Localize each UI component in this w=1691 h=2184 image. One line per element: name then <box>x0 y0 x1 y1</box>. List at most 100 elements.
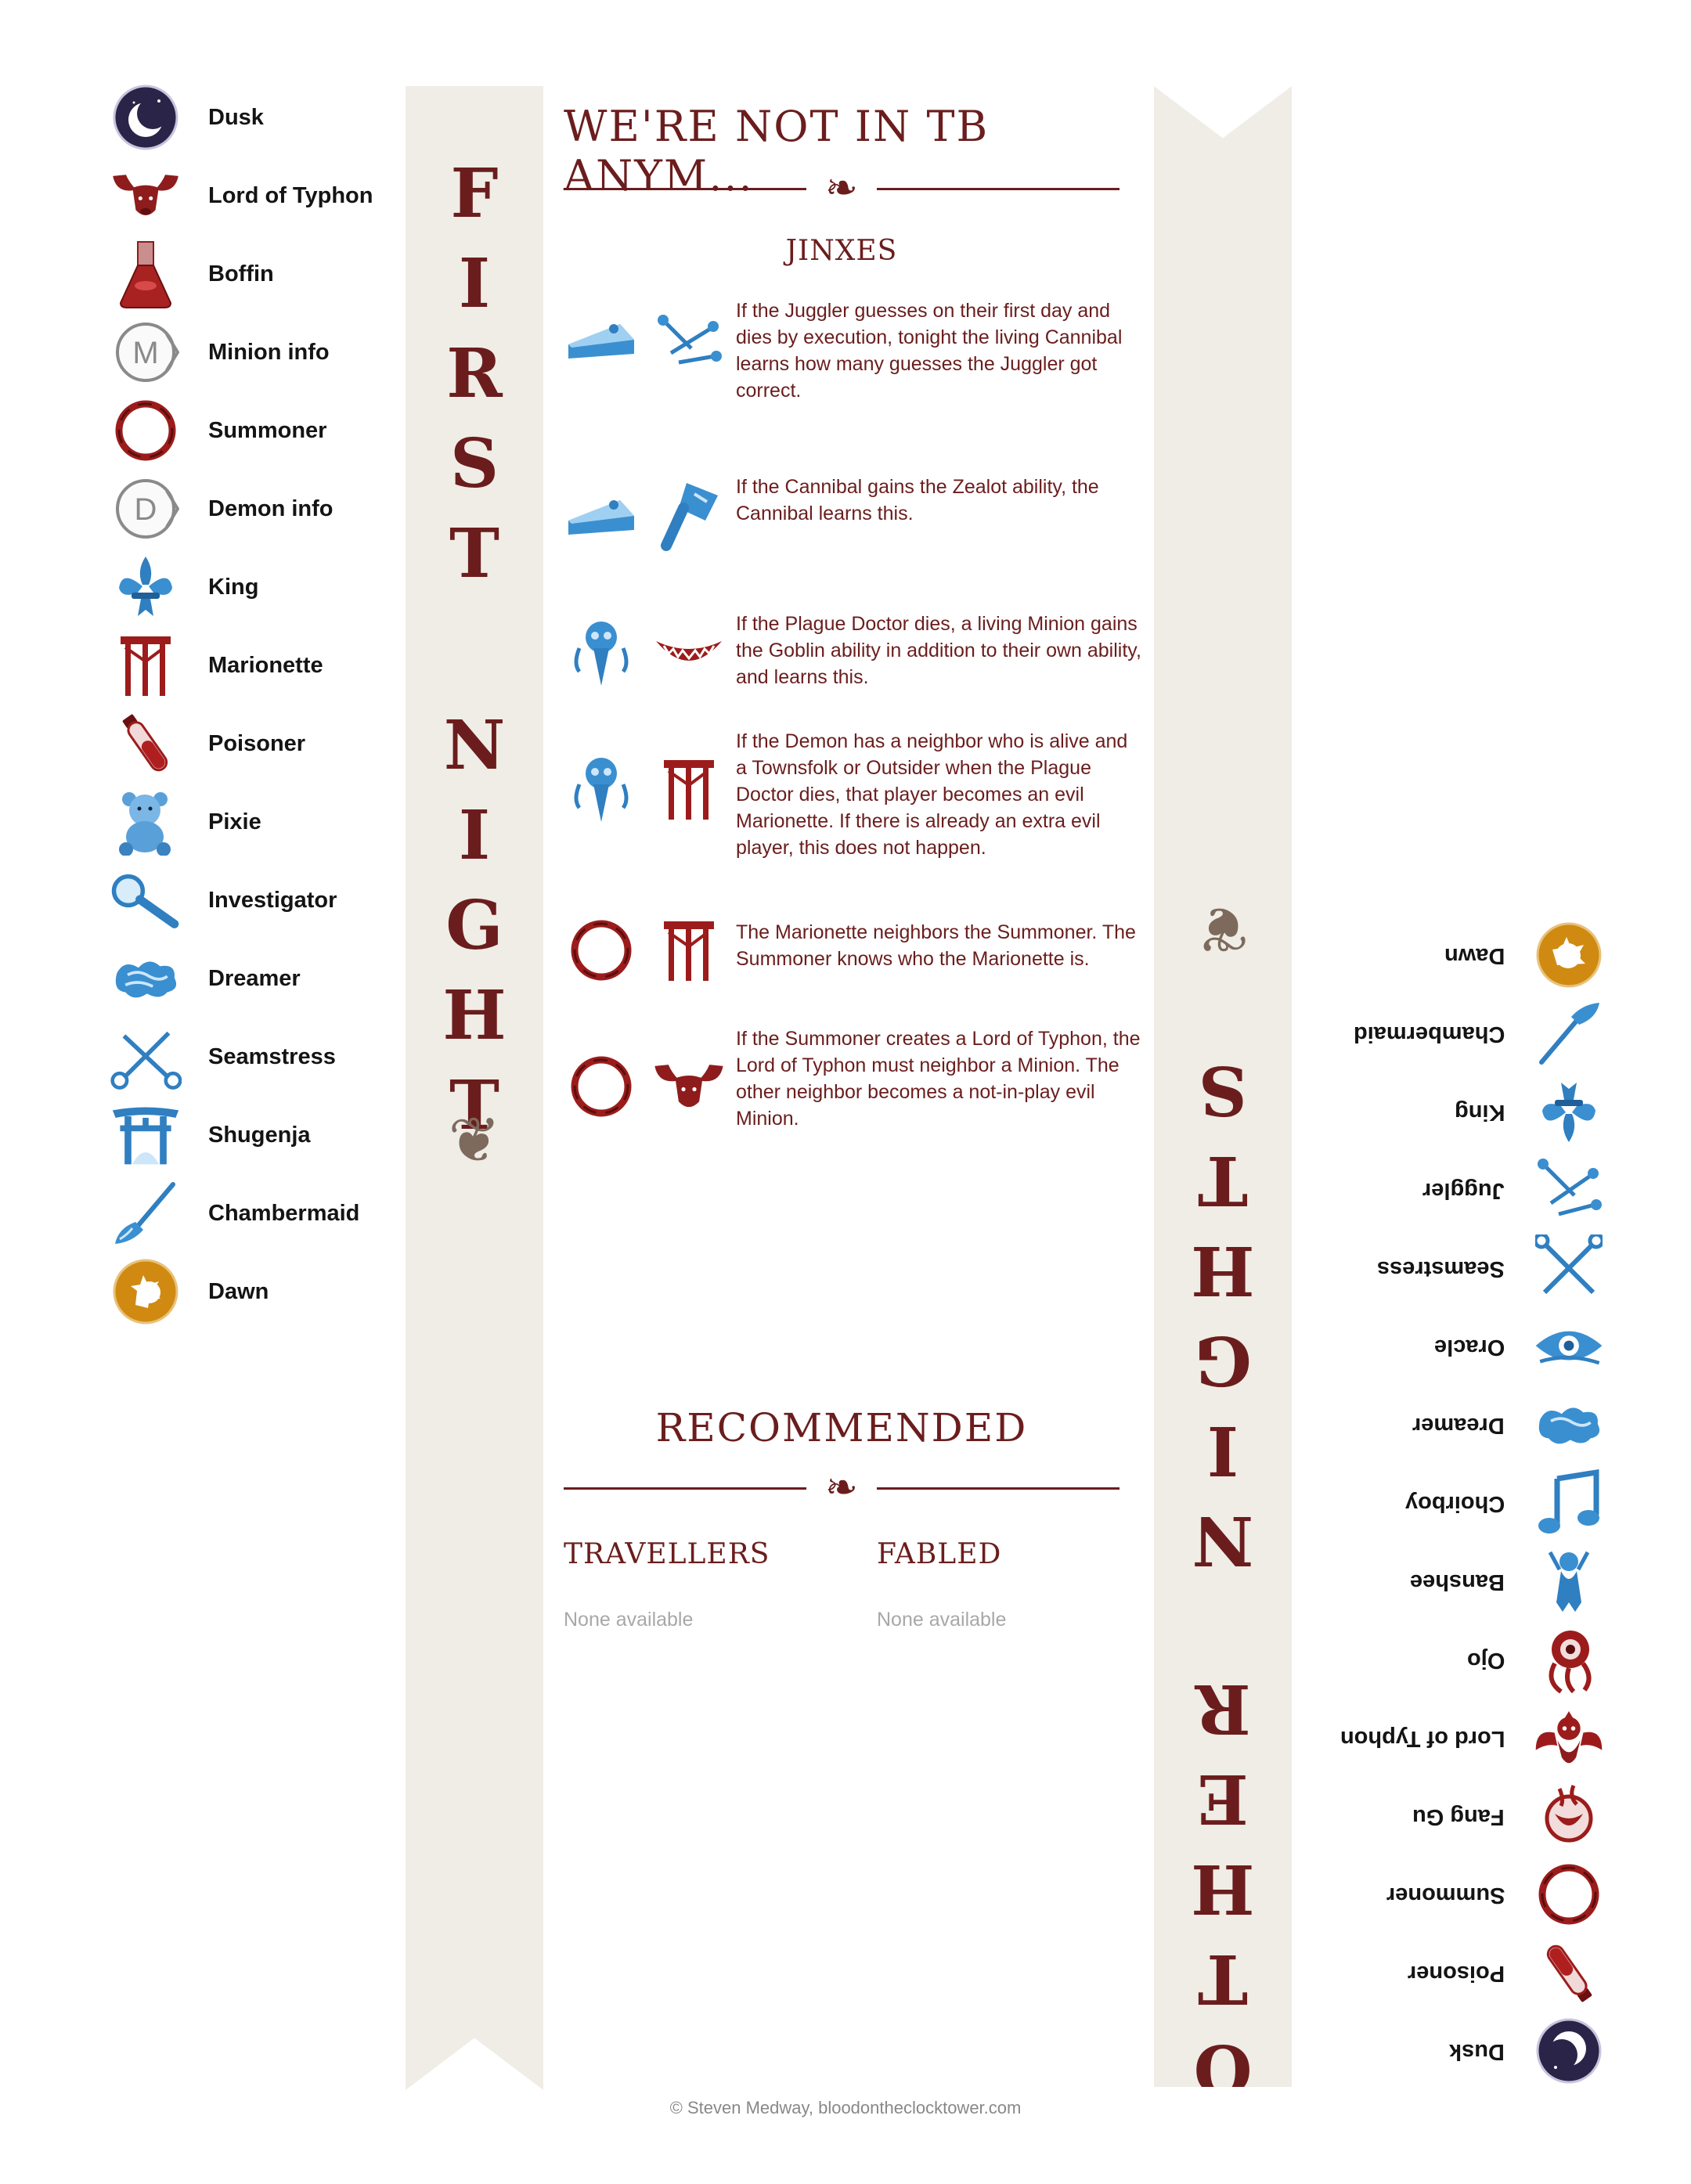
other-night-label: Chambermaid <box>1353 1021 1505 1047</box>
fleur-de-lis-icon <box>110 551 182 623</box>
first-night-item: Boffin <box>110 235 407 313</box>
summoner-ring-icon <box>110 395 182 467</box>
plague-doctor-icon <box>564 751 639 827</box>
other-night-item: Summoner <box>1323 1855 1605 1934</box>
summoner-ring-icon <box>1533 1858 1605 1930</box>
scissors-icon <box>1533 1232 1605 1304</box>
pie-icon <box>564 302 639 377</box>
first-night-label: Dawn <box>208 1278 269 1304</box>
first-night-label: Marionette <box>208 652 323 678</box>
pie-icon <box>564 478 639 553</box>
fleur-de-lis-icon <box>1533 1076 1605 1148</box>
music-note-icon <box>1533 1467 1605 1539</box>
other-night-label: Choirboy <box>1404 1490 1505 1516</box>
other-night-item: Lord of Typhon <box>1323 1699 1605 1777</box>
svg-text:D: D <box>135 492 157 527</box>
jinx-text: If the Summoner creates a Lord of Typhon… <box>736 1028 1141 1130</box>
other-night-item: Poisoner <box>1323 1934 1605 2012</box>
first-night-item: Shugenja <box>110 1096 407 1174</box>
juggling-pins-icon <box>1533 1154 1605 1226</box>
travellers-heading: TRAVELLERS <box>564 1538 770 1570</box>
minion-info-icon: M <box>110 316 182 388</box>
first-night-label: Pixie <box>208 809 261 834</box>
other-night-item: King <box>1323 1072 1605 1151</box>
moon-icon <box>110 81 182 153</box>
script-title: WE'RE NOT IN TB ANYM... <box>564 102 990 200</box>
plague-doctor-icon <box>564 615 639 690</box>
ojo-icon <box>1533 1624 1605 1696</box>
marionette-icon <box>651 751 727 827</box>
jinx-row: The Marionette neighbors the Summoner. T… <box>564 908 1159 988</box>
first-night-label: Minion info <box>208 339 330 365</box>
sun-icon <box>1533 919 1605 991</box>
first-night-item: D Demon info <box>110 470 407 548</box>
zealot-icon <box>651 478 727 553</box>
copyright-footer: © Steven Medway, bloodontheclocktower.co… <box>669 2098 1022 2117</box>
other-night-item: Fang Gu <box>1323 1777 1605 1855</box>
first-night-label: King <box>208 574 259 600</box>
other-night-item: Chambermaid <box>1323 994 1605 1072</box>
other-night-label: Ojo <box>1466 1647 1505 1673</box>
torii-gate-icon <box>110 1099 182 1171</box>
fabled-heading: FABLED <box>877 1538 1002 1570</box>
other-night-item: Ojo <box>1323 1620 1605 1699</box>
other-night-item: Seamstress <box>1323 1229 1605 1307</box>
first-night-item: Investigator <box>110 861 407 939</box>
jinx-row: If the Juggler guesses on their first da… <box>564 297 1159 404</box>
other-night-label: Fang Gu <box>1412 1804 1505 1829</box>
first-night-label: Investigator <box>208 887 337 913</box>
demon-info-icon: D <box>110 473 182 545</box>
other-night-item: Oracle <box>1323 1307 1605 1386</box>
other-night-label: Dreamer <box>1412 1412 1505 1438</box>
recommended-heading: RECOMMENDED <box>655 1405 1028 1451</box>
first-night-item: Seamstress <box>110 1018 407 1096</box>
other-night-item: Dawn <box>1323 916 1605 994</box>
first-night-label: Shugenja <box>208 1122 311 1148</box>
jinx-row: If the Plague Doctor dies, a living Mini… <box>564 611 1159 690</box>
other-night-label: Juggler <box>1422 1177 1505 1203</box>
title-divider: ❧ <box>564 164 1120 211</box>
banshee-icon <box>1533 1545 1605 1617</box>
other-night-label: Banshee <box>1410 1569 1505 1595</box>
first-night-item: Pixie <box>110 783 407 861</box>
moon-icon <box>1533 2015 1605 2087</box>
first-night-label: Dreamer <box>208 965 301 991</box>
first-night-item: Poisoner <box>110 705 407 783</box>
other-night-label: Dusk <box>1449 2038 1505 2064</box>
other-night-item: Dreamer <box>1323 1386 1605 1464</box>
first-night-label: Boffin <box>208 261 274 287</box>
flask-icon <box>110 238 182 310</box>
first-night-label: Dusk <box>208 104 264 130</box>
summoner-ring-icon <box>564 1049 639 1124</box>
first-night-label: Lord of Typhon <box>208 182 373 208</box>
other-night-label: Seamstress <box>1377 1256 1505 1281</box>
goblin-grin-icon <box>651 615 727 690</box>
marionette-icon <box>651 913 727 988</box>
other-night-label: Oracle <box>1433 1334 1505 1360</box>
leaf-ornament-icon: ❦ <box>448 1105 501 1175</box>
typhon-icon <box>1533 1702 1605 1774</box>
svg-text:M: M <box>132 336 158 370</box>
other-night-item: Choirboy <box>1323 1464 1605 1542</box>
vial-icon <box>110 708 182 780</box>
first-night-item: Dawn <box>110 1252 407 1331</box>
first-night-item: King <box>110 548 407 626</box>
other-night-label: King <box>1454 1099 1505 1125</box>
jinx-row: If the Cannibal gains the Zealot ability… <box>564 474 1159 553</box>
fleuron-icon: ❧ <box>825 166 858 210</box>
teddy-bear-icon <box>110 786 182 858</box>
fleuron-icon: ❧ <box>825 1465 858 1509</box>
first-night-item: Dreamer <box>110 939 407 1018</box>
other-night-item: Juggler <box>1323 1151 1605 1229</box>
jinx-text: If the Plague Doctor dies, a living Mini… <box>736 613 1141 688</box>
first-night-label: Poisoner <box>208 730 306 756</box>
other-night-label: Dawn <box>1444 942 1505 968</box>
first-night-ribbon-text: F I R S T N I G H T <box>442 154 507 1145</box>
magnifier-icon <box>110 864 182 936</box>
scissors-icon <box>110 1021 182 1093</box>
first-night-label: Demon info <box>208 496 334 521</box>
cloud-icon <box>110 942 182 1015</box>
broom-icon <box>1533 997 1605 1069</box>
jinx-text: If the Cannibal gains the Zealot ability… <box>736 476 1099 524</box>
other-night-label: Lord of Typhon <box>1339 1725 1505 1751</box>
